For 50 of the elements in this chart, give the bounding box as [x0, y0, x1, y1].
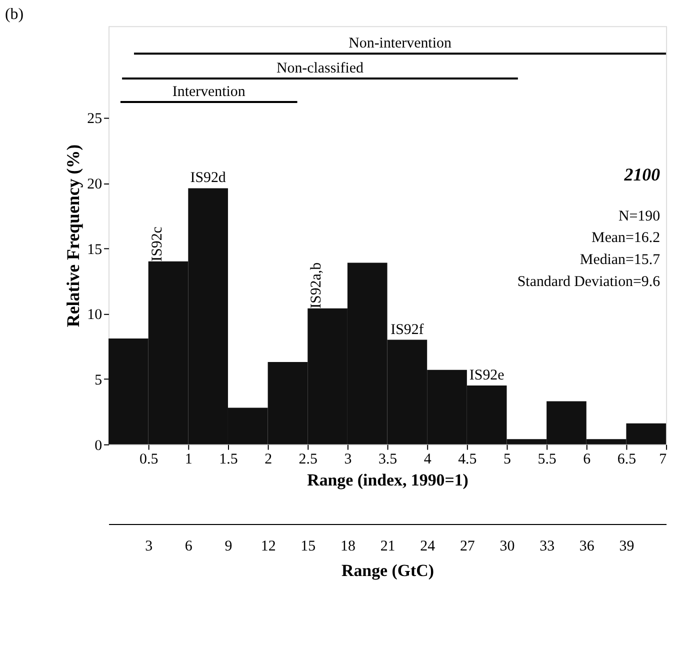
- series-label: Intervention: [172, 84, 246, 100]
- x-tick-label: 0.5: [140, 452, 158, 468]
- y-tick-label: 0: [94, 438, 102, 454]
- x-tick-label: 2.5: [298, 452, 318, 468]
- x2-tick-label: 15: [300, 538, 316, 554]
- x2-tick-label: 21: [380, 538, 396, 554]
- y-tick-label: 25: [87, 111, 102, 128]
- x-tick-label: 5.5: [538, 452, 556, 468]
- x2-tick-label: 30: [500, 538, 515, 554]
- x-tick-label: 3.5: [378, 452, 398, 468]
- x-tick-label: 4: [424, 452, 432, 468]
- y-tick-label: 15: [87, 242, 102, 258]
- annotation: Median=15.7: [580, 252, 661, 268]
- annotation: IS92d: [190, 170, 226, 186]
- x2-tick-label: 24: [420, 538, 436, 554]
- x2-tick-label: 12: [260, 538, 276, 554]
- x-axis-title: Range (index, 1990=1): [307, 470, 468, 490]
- x-tick-label: 2: [264, 452, 272, 468]
- annotation: Standard Deviation=9.6: [517, 274, 661, 290]
- x-tick-label: 4.5: [458, 452, 477, 468]
- chart-title: (b): [4, 6, 24, 24]
- annotation: IS92e: [469, 368, 505, 384]
- y-tick-label: 5: [94, 372, 102, 388]
- x-tick-label: 6.5: [617, 452, 636, 468]
- x2-tick-label: 18: [340, 538, 356, 554]
- annotation: Mean=16.2: [592, 230, 660, 246]
- x2-tick-label: 39: [619, 538, 634, 554]
- y-tick-label: 10: [87, 307, 102, 324]
- x-tick-label: 3: [344, 452, 352, 468]
- x2-tick-label: 6: [184, 538, 193, 554]
- x2-tick-label: 3: [145, 538, 153, 554]
- y-tick-label: 20: [87, 176, 102, 192]
- annotation: IS92f: [390, 322, 424, 338]
- series-label: Non-intervention: [348, 36, 452, 52]
- x2-tick-label: 33: [540, 538, 555, 554]
- annotation: N=190: [618, 208, 660, 224]
- y-axis-title: Relative Frequency (%): [63, 144, 84, 328]
- x-tick-label: 7: [659, 452, 668, 468]
- annotation: 2100: [623, 164, 660, 184]
- x-tick-label: 1: [184, 452, 192, 468]
- series-label: Non-classified: [276, 60, 364, 76]
- x-tick-label: 1.5: [219, 452, 238, 468]
- x2-tick-label: 36: [579, 538, 595, 554]
- x2-tick-label: 9: [224, 538, 232, 554]
- annotation: IS92a,b: [308, 262, 325, 308]
- x2-tick-label: 27: [460, 538, 476, 554]
- x-tick-label: 6: [583, 452, 592, 468]
- x-tick-label: 5: [504, 452, 511, 468]
- x2-axis-title: Range (GtC): [342, 561, 434, 580]
- annotation: IS92c: [149, 226, 166, 262]
